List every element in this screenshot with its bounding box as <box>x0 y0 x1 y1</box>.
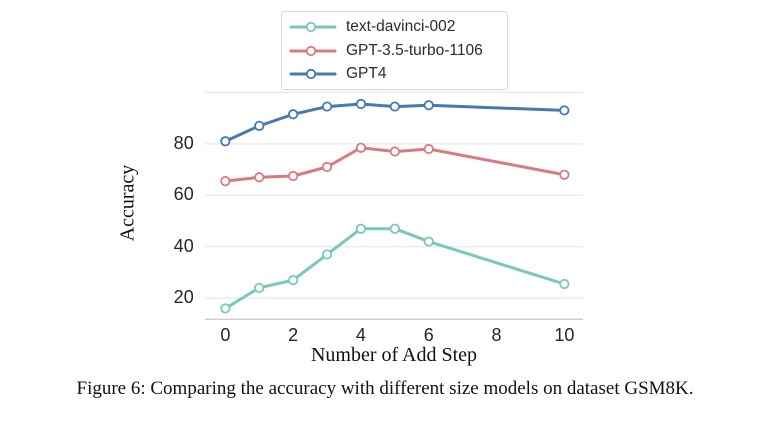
legend-item-gpt-3-5-turbo-1106: GPT-3.5-turbo-1106 <box>282 39 507 63</box>
data-point-GPT-3.5-turbo-1106-x1 <box>254 172 265 183</box>
legend-label: GPT-3.5-turbo-1106 <box>346 41 483 59</box>
data-point-GPT4-x1 <box>254 120 265 131</box>
data-point-GPT-3.5-turbo-1106-x4 <box>355 142 367 153</box>
data-point-GPT-3.5-turbo-1106-x0 <box>220 176 231 187</box>
y-axis-ticks: 20 40 60 80 <box>156 86 200 320</box>
y-axis-label: Accuracy <box>116 164 139 242</box>
data-point-text-davinci-002-x1 <box>254 282 265 293</box>
series-line-GPT-3.5-turbo-1106 <box>223 146 566 183</box>
y-tick-label-40: 40 <box>173 235 194 256</box>
legend-label: GPT4 <box>346 65 387 83</box>
x-axis-label: Number of Add Step <box>310 344 478 366</box>
chart-legend: text-davinci-002 GPT-3.5-turbo-1106 GPT4 <box>281 11 508 90</box>
data-point-GPT4-x3 <box>321 101 333 112</box>
figure-caption: Figure 6: Comparing the accuracy with di… <box>76 378 694 399</box>
line-marker-icon <box>289 45 337 56</box>
line-marker-icon <box>289 21 337 32</box>
legend-label: text-davinci-002 <box>346 17 456 35</box>
data-point-text-davinci-002-x5 <box>389 223 400 234</box>
data-point-GPT-3.5-turbo-1106-x6 <box>423 143 434 155</box>
y-tick-label-20: 20 <box>173 287 194 308</box>
x-tick-label-8: 8 <box>491 325 502 345</box>
x-tick-label-6: 6 <box>423 325 434 345</box>
line-marker-icon <box>289 69 337 80</box>
data-point-GPT4-x6 <box>423 100 434 111</box>
data-point-GPT-3.5-turbo-1106-x5 <box>389 146 400 157</box>
y-tick-label-80: 80 <box>173 132 194 153</box>
series-line-GPT4 <box>223 102 566 143</box>
x-tick-label-10: 10 <box>554 325 575 345</box>
legend-item-gpt4: GPT4 <box>282 62 507 86</box>
x-axis-ticks: 0 2 4 6 8 10 <box>205 325 583 347</box>
series-line-text-davinci-002 <box>223 227 566 310</box>
data-point-text-davinci-002-x0 <box>220 303 231 314</box>
data-point-GPT4-x4 <box>355 98 367 110</box>
data-point-GPT-3.5-turbo-1106-x3 <box>321 161 333 173</box>
line-chart-plot-area <box>205 91 583 321</box>
data-point-text-davinci-002-x10 <box>559 278 570 290</box>
x-tick-label-0: 0 <box>220 325 231 345</box>
x-tick-label-4: 4 <box>355 325 366 345</box>
data-point-GPT4-x0 <box>220 136 231 147</box>
data-point-text-davinci-002-x2 <box>288 275 299 286</box>
x-tick-label-2: 2 <box>288 325 299 345</box>
data-point-GPT4-x5 <box>389 101 400 112</box>
data-point-text-davinci-002-x4 <box>355 223 367 234</box>
data-point-GPT4-x10 <box>559 105 570 116</box>
legend-item-text-davinci-002: text-davinci-002 <box>282 15 507 39</box>
data-point-text-davinci-002-x3 <box>321 249 333 260</box>
data-point-GPT-3.5-turbo-1106-x10 <box>559 169 570 180</box>
y-tick-label-60: 60 <box>173 184 194 205</box>
data-point-GPT-3.5-turbo-1106-x2 <box>288 170 299 182</box>
data-point-text-davinci-002-x6 <box>423 236 434 247</box>
data-point-GPT4-x2 <box>288 109 299 120</box>
